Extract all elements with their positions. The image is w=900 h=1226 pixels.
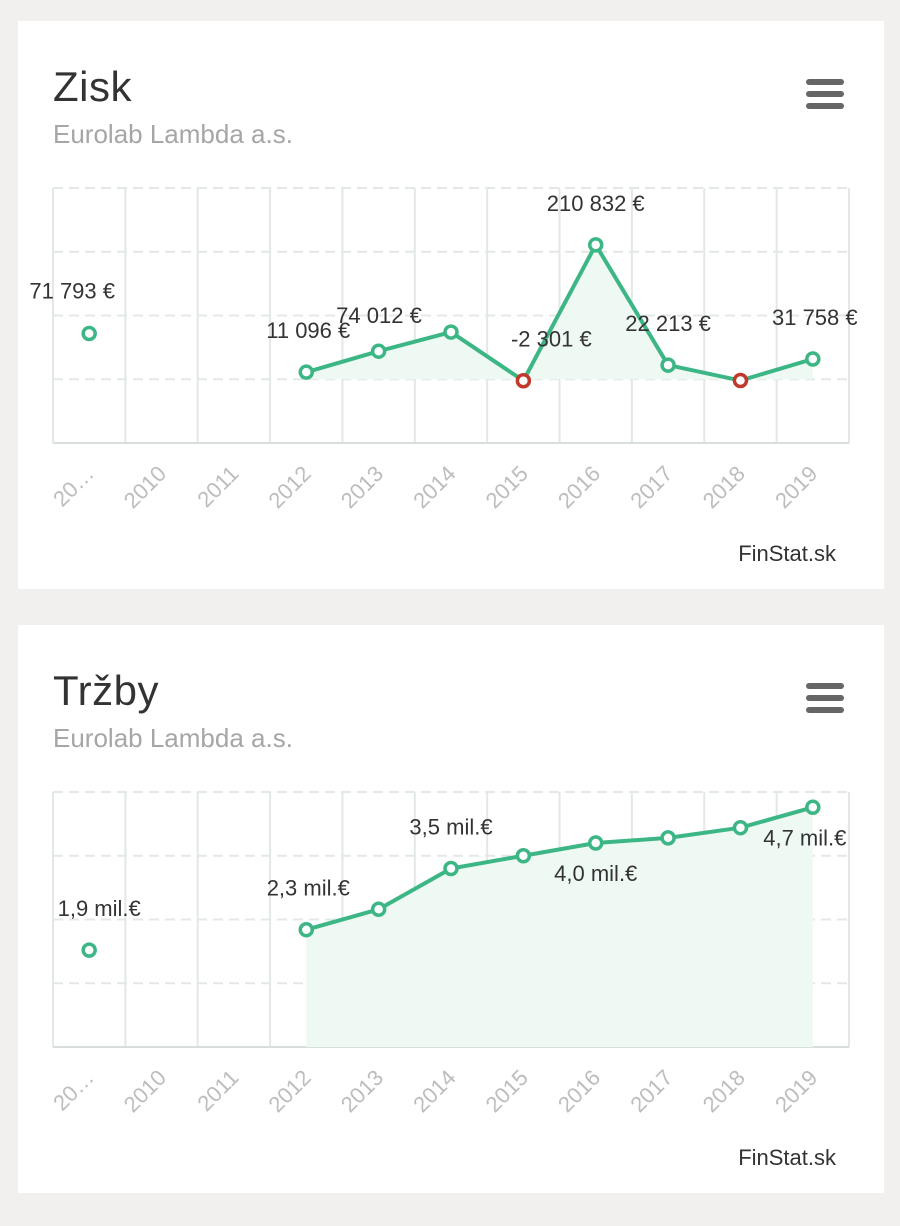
data-label: 3,5 mil.€ [409, 815, 492, 840]
revenue-line-chart: 1,9 mil.€ 2,3 mil.€ 3,5 mil.€ 4,0 mil.€ 4,7 … [48, 791, 850, 1117]
data-point [443, 324, 459, 340]
menu-icon-bar [806, 707, 844, 713]
menu-icon-bar [806, 103, 844, 109]
series-area [306, 807, 813, 1047]
data-label: -2 301 € [511, 327, 592, 352]
data-point [515, 372, 532, 389]
data-label: 22 213 € [625, 311, 711, 336]
profit-line-chart: 71 793 € 11 096 €74 012 € -2 301 € 210 832 … [29, 187, 858, 513]
data-point [660, 357, 676, 373]
chart-menu-button[interactable] [806, 683, 844, 713]
x-tick-label: 2015 [481, 1065, 533, 1117]
data-point [298, 921, 315, 938]
x-tick-label: 2011 [192, 1065, 243, 1116]
x-tick-label: 2016 [553, 1065, 605, 1117]
chart-title: Tržby [53, 667, 159, 714]
chart-title: Zisk [53, 63, 132, 110]
data-point [587, 237, 604, 253]
data-label: 71 793 € [29, 278, 115, 303]
menu-icon-bar [806, 695, 844, 701]
x-tick-label: 2012 [264, 1065, 316, 1117]
data-label: 1,9 mil.€ [58, 896, 141, 921]
data-point [443, 860, 459, 877]
data-point [732, 372, 749, 389]
chart-grid [52, 187, 850, 444]
x-tick-label: 2014 [408, 461, 460, 513]
x-tick-label: 20… [48, 461, 99, 512]
x-tick-label: 2016 [553, 461, 605, 513]
menu-icon-bar [806, 91, 844, 97]
x-tick-label: 2011 [192, 461, 243, 512]
menu-icon-bar [806, 683, 844, 689]
data-point [805, 351, 821, 367]
finstat-credit-link[interactable]: FinStat.sk [738, 1145, 836, 1170]
x-tick-label: 2017 [625, 461, 677, 513]
data-point [370, 343, 387, 359]
chart-subtitle: Eurolab Lambda a.s. [53, 119, 293, 149]
data-label: 11 096 € [266, 318, 350, 343]
x-tick-label: 2010 [119, 461, 171, 513]
data-label: 4,0 mil.€ [554, 861, 637, 886]
x-tick-label: 2014 [408, 1065, 460, 1117]
revenue-chart-card: Tržby Eurolab Lambda a.s. 1,9 mil.€ 2,3 m… [18, 625, 884, 1193]
data-label: 31 758 € [772, 305, 858, 330]
x-tick-label: 2015 [481, 461, 533, 513]
series-line [305, 242, 814, 383]
finstat-credit-link[interactable]: FinStat.sk [738, 541, 836, 566]
data-point [805, 799, 821, 816]
data-label: 74 012 € [336, 303, 422, 328]
data-point [660, 830, 676, 846]
data-point [81, 942, 97, 958]
x-tick-label: 2013 [336, 1065, 388, 1117]
data-point [587, 835, 604, 851]
data-label: 4,7 mil.€ [763, 825, 846, 850]
data-point [370, 901, 387, 918]
data-point [298, 364, 315, 380]
chart-subtitle: Eurolab Lambda a.s. [53, 723, 293, 753]
profit-chart-card: Zisk Eurolab Lambda a.s. 71 793 € 11 096 … [18, 21, 884, 589]
data-point [81, 325, 97, 342]
series-line [305, 805, 814, 932]
data-point [515, 848, 532, 864]
chart-menu-button[interactable] [806, 79, 844, 109]
x-tick-label: 2012 [264, 461, 316, 513]
data-label: 210 832 € [547, 191, 645, 216]
x-tick-label: 2019 [770, 461, 822, 513]
data-point [732, 819, 749, 836]
menu-icon-bar [806, 79, 844, 85]
data-label: 2,3 mil.€ [267, 876, 350, 901]
x-tick-label: 2018 [698, 1065, 750, 1117]
x-tick-label: 2013 [336, 461, 388, 513]
x-tick-label: 2018 [698, 461, 750, 513]
x-tick-label: 2017 [625, 1065, 677, 1117]
x-tick-label: 2010 [119, 1065, 171, 1117]
x-tick-label: 2019 [770, 1065, 822, 1117]
x-tick-label: 20… [48, 1065, 99, 1116]
